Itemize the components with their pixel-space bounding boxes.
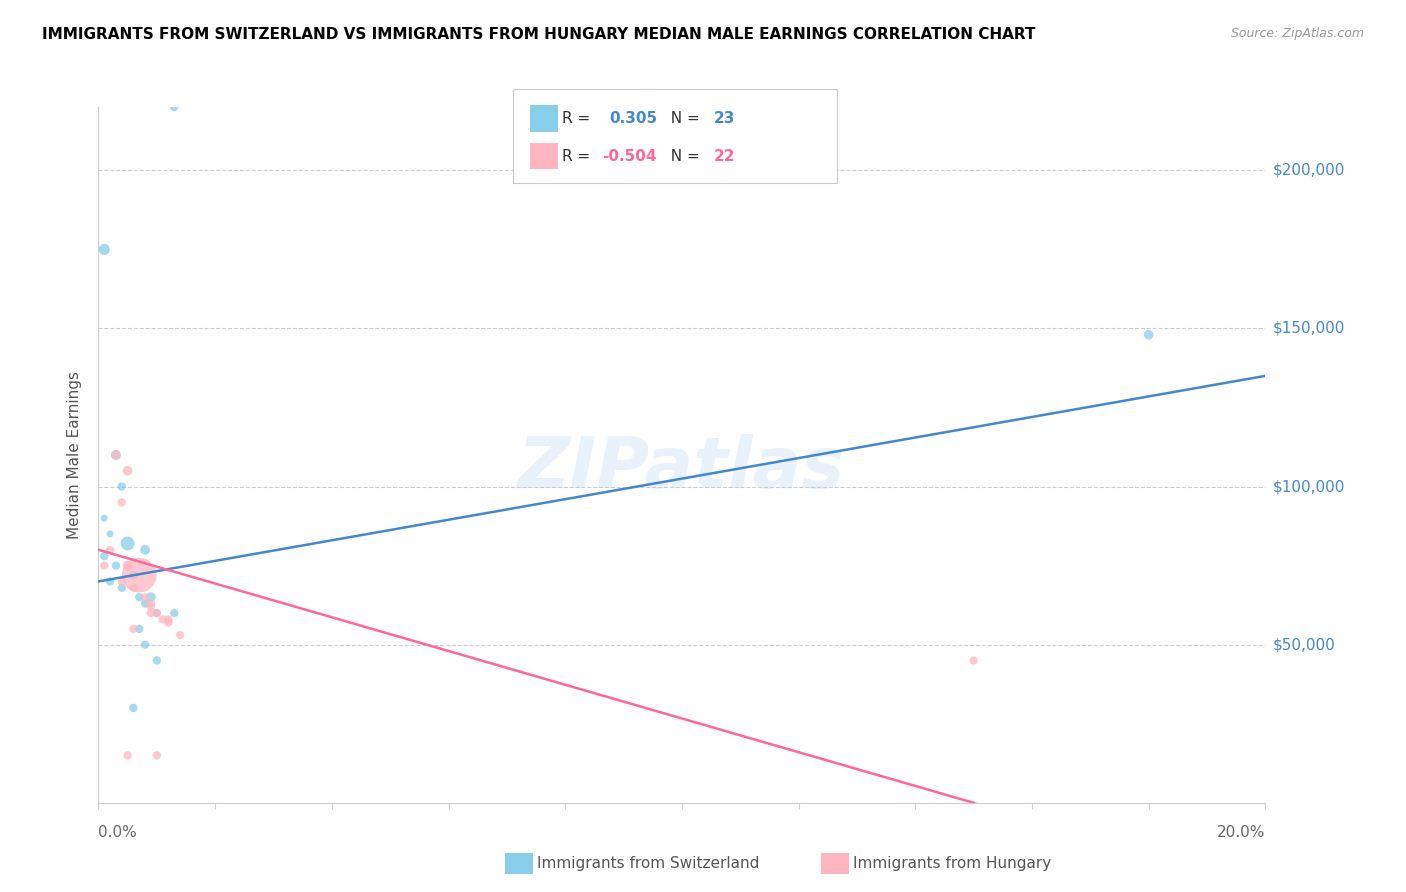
Point <box>139 599 162 614</box>
Point <box>134 542 156 557</box>
Point <box>93 243 115 257</box>
Text: 0.0%: 0.0% <box>98 825 138 840</box>
Text: 22: 22 <box>714 149 735 163</box>
Point <box>128 622 150 636</box>
Text: N =: N = <box>661 149 704 163</box>
Point <box>163 100 186 114</box>
Point <box>93 511 115 525</box>
Text: $150,000: $150,000 <box>1272 321 1344 336</box>
Point <box>146 653 169 667</box>
Point <box>111 581 134 595</box>
Point <box>104 558 127 573</box>
Point <box>111 574 134 589</box>
Text: Immigrants from Hungary: Immigrants from Hungary <box>853 856 1052 871</box>
Point <box>111 495 134 509</box>
Point <box>122 622 145 636</box>
Point <box>93 558 115 573</box>
Text: IMMIGRANTS FROM SWITZERLAND VS IMMIGRANTS FROM HUNGARY MEDIAN MALE EARNINGS CORR: IMMIGRANTS FROM SWITZERLAND VS IMMIGRANT… <box>42 27 1036 42</box>
Point <box>104 448 127 462</box>
Point <box>134 591 156 605</box>
Point <box>146 606 169 620</box>
Point <box>111 479 134 493</box>
Text: ZIPatlas: ZIPatlas <box>519 434 845 503</box>
Point <box>152 612 174 626</box>
Point <box>169 628 191 642</box>
Point <box>104 448 127 462</box>
Text: -0.504: -0.504 <box>602 149 657 163</box>
Point <box>139 591 162 605</box>
Point <box>146 606 169 620</box>
Point <box>117 464 139 478</box>
Text: R =: R = <box>562 149 596 163</box>
Point <box>1137 327 1160 342</box>
Text: N =: N = <box>661 112 704 126</box>
Text: $200,000: $200,000 <box>1272 163 1344 178</box>
Point <box>122 568 145 582</box>
Y-axis label: Median Male Earnings: Median Male Earnings <box>67 371 83 539</box>
Point <box>128 568 150 582</box>
Point <box>98 542 121 557</box>
Point <box>146 748 169 763</box>
Point <box>93 549 115 563</box>
Point <box>139 606 162 620</box>
Text: R =: R = <box>562 112 600 126</box>
Point <box>98 527 121 541</box>
Point <box>139 597 162 611</box>
Text: Source: ZipAtlas.com: Source: ZipAtlas.com <box>1230 27 1364 40</box>
Point <box>117 536 139 550</box>
Point <box>163 606 186 620</box>
Point <box>157 612 180 626</box>
Text: 0.305: 0.305 <box>609 112 657 126</box>
Text: 20.0%: 20.0% <box>1218 825 1265 840</box>
Point <box>122 701 145 715</box>
Text: Immigrants from Switzerland: Immigrants from Switzerland <box>537 856 759 871</box>
Point <box>128 591 150 605</box>
Point <box>117 558 139 573</box>
Point <box>117 748 139 763</box>
Point <box>962 653 984 667</box>
Point <box>157 615 180 630</box>
Point <box>134 638 156 652</box>
Text: $50,000: $50,000 <box>1272 637 1336 652</box>
Point <box>122 581 145 595</box>
Text: 23: 23 <box>714 112 735 126</box>
Point <box>134 597 156 611</box>
Text: $100,000: $100,000 <box>1272 479 1344 494</box>
Point <box>98 574 121 589</box>
